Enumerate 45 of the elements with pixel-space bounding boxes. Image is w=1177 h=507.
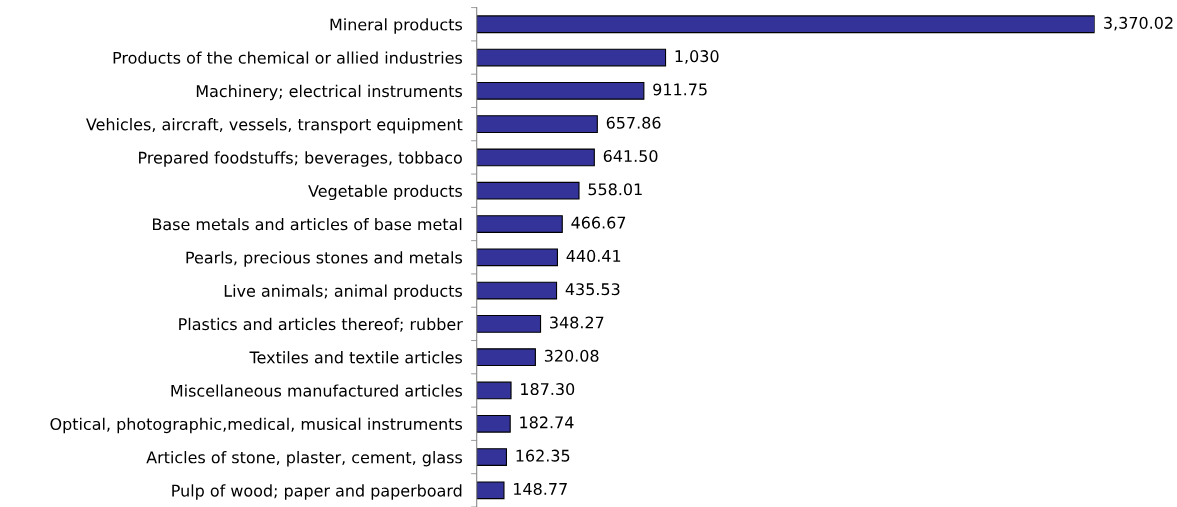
bar [476, 148, 595, 167]
y-tick-label: Optical, photographic,medical, musical instruments [50, 417, 463, 434]
bar [476, 381, 512, 400]
data-label: 162.35 [516, 449, 570, 462]
y-tick-label: Vegetable products [308, 184, 463, 201]
data-label: 657.86 [606, 116, 661, 129]
data-label: 182.74 [520, 416, 574, 429]
bar [476, 248, 558, 267]
bar [476, 281, 558, 300]
y-tick-label: Machinery; electrical instruments [196, 84, 463, 101]
bar [476, 315, 542, 333]
bar [476, 414, 511, 433]
data-label: 3,370.02 [1104, 16, 1173, 31]
y-tick-label: Vehicles, aircraft, vessels, transport equipment [86, 118, 463, 134]
data-label: 348.27 [550, 316, 604, 329]
y-tick-label: Miscellaneous manufactured articles [171, 384, 463, 397]
data-label: 187.30 [521, 383, 575, 396]
y-tick-label: Pearls, precious stones and metals [186, 251, 463, 267]
data-label: 440.41 [566, 249, 621, 262]
data-label: 435.53 [565, 283, 620, 296]
data-label: 466.67 [571, 216, 626, 229]
bar [476, 115, 598, 134]
bar [476, 15, 1095, 34]
bar [476, 48, 667, 67]
y-tick-label: Textiles and textile articles [249, 351, 463, 364]
y-tick-label: Prepared foodstuffs; beverages, tobbaco [139, 151, 462, 167]
y-tick-label: Live animals; animal products [224, 284, 463, 300]
bar [476, 448, 508, 466]
data-label: 641.50 [603, 149, 658, 163]
y-tick-label: Plastics and articles thereof; rubber [179, 317, 463, 332]
data-label: 558.01 [588, 183, 642, 196]
data-label: 320.08 [544, 349, 599, 362]
y-tick-label: Base metals and articles of base metal [153, 217, 462, 231]
y-tick-label: Products of the chemical or allied industries [113, 51, 463, 64]
bar [476, 81, 645, 100]
y-tick-label: Mineral products [330, 18, 463, 34]
data-label: 148.77 [514, 482, 567, 495]
bar [476, 181, 580, 200]
bar [476, 348, 536, 367]
data-label: 911.75 [653, 83, 707, 96]
bar [476, 481, 505, 500]
y-tick-label: Pulp of wood; paper and paperboard [172, 484, 462, 500]
bar [476, 215, 563, 233]
y-tick-label: Articles of stone, plaster, cement, glass [146, 450, 463, 467]
data-label: 1,030 [675, 50, 719, 64]
